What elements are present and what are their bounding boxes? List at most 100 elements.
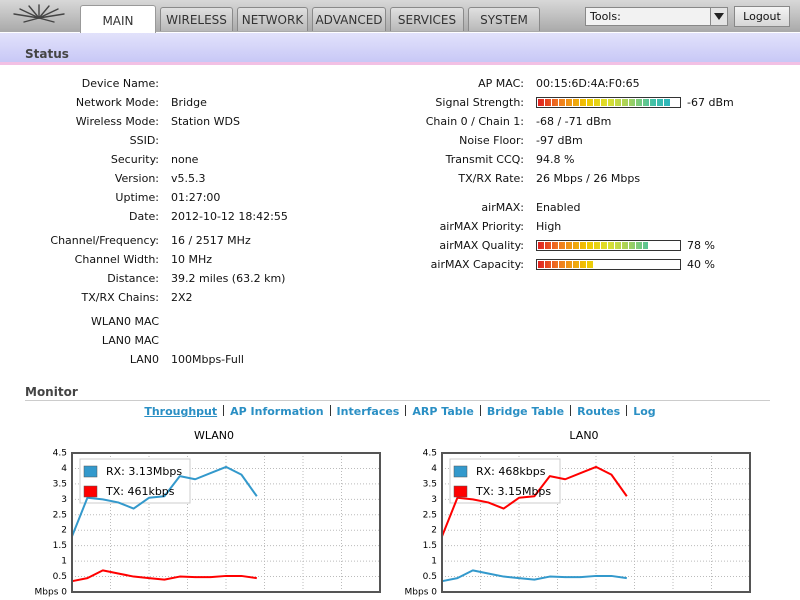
field-label: airMAX Capacity: xyxy=(430,258,524,271)
tools-label: Tools: xyxy=(590,10,621,23)
field-label: Version: xyxy=(114,172,159,185)
field-label: Security: xyxy=(110,153,159,166)
tools-select[interactable]: Tools: xyxy=(585,7,728,26)
y-tick-label: 4 xyxy=(61,464,67,474)
field-label: WLAN0 MAC xyxy=(90,315,159,328)
field-label: LAN0 MAC xyxy=(101,334,159,347)
status-header xyxy=(0,33,800,65)
legend-swatch xyxy=(83,485,98,498)
legend-label: RX: 468kbps xyxy=(476,465,546,478)
field-label: Network Mode: xyxy=(75,96,159,109)
legend-swatch xyxy=(83,465,98,478)
separator xyxy=(329,405,331,416)
field-value: -68 / -71 dBm xyxy=(536,115,612,128)
plot-area xyxy=(72,453,380,592)
y-tick-label: 1.5 xyxy=(423,541,437,551)
field-value: v5.5.3 xyxy=(171,172,206,185)
separator xyxy=(223,405,225,416)
field-label: Transmit CCQ: xyxy=(445,153,524,166)
field-value: Station WDS xyxy=(171,115,240,128)
meter-label: -67 dBm xyxy=(687,96,734,109)
separator xyxy=(479,405,481,416)
y-tick-label: 0.5 xyxy=(53,572,67,582)
logout-button[interactable]: Logout xyxy=(734,6,790,27)
nav-tab[interactable]: SERVICES xyxy=(390,7,464,31)
y-tick-label: 4.5 xyxy=(53,449,67,459)
separator xyxy=(626,405,628,416)
meter-gradient xyxy=(538,99,671,106)
y-tick-label: 1 xyxy=(431,557,437,567)
separator xyxy=(570,405,572,416)
field-label: Distance: xyxy=(107,272,159,285)
nav-tab[interactable]: WIRELESS xyxy=(160,7,233,31)
field-label: Signal Strength: xyxy=(435,96,524,109)
field-label: TX/RX Rate: xyxy=(458,172,524,185)
nav-tab[interactable]: MAIN xyxy=(80,5,156,33)
monitor-link[interactable]: Interfaces xyxy=(336,405,400,418)
nav-tab[interactable]: NETWORK xyxy=(237,7,308,31)
field-label: Uptime: xyxy=(115,191,159,204)
y-tick-label: 3.5 xyxy=(423,479,437,489)
field-value: High xyxy=(536,220,562,233)
field-label: airMAX: xyxy=(481,201,524,214)
field-value: 16 / 2517 MHz xyxy=(171,234,251,247)
monitor-link[interactable]: Log xyxy=(633,405,656,418)
legend-swatch xyxy=(453,465,468,478)
y-tick-label: 1 xyxy=(61,557,67,567)
y-tick-label: 2 xyxy=(431,526,437,536)
y-tick-label: 3 xyxy=(61,495,67,505)
field-value: Bridge xyxy=(171,96,207,109)
field-label: AP MAC: xyxy=(478,77,524,90)
field-label: airMAX Quality: xyxy=(439,239,524,252)
meter-label: 40 % xyxy=(687,258,715,271)
meter-fill xyxy=(538,242,648,249)
nav-tab[interactable]: SYSTEM xyxy=(468,7,540,31)
legend-label: TX: 3.15Mbps xyxy=(475,485,551,498)
series-line xyxy=(71,569,257,583)
meter xyxy=(536,240,681,251)
monitor-link[interactable]: AP Information xyxy=(230,405,324,418)
field-value: none xyxy=(171,153,199,166)
legend-box xyxy=(79,458,191,504)
legend-label: TX: 461kbps xyxy=(105,485,175,498)
nav-tab[interactable]: ADVANCED xyxy=(312,7,386,31)
monitor-link[interactable]: Routes xyxy=(577,405,621,418)
status-title: Status xyxy=(25,47,69,61)
meter xyxy=(536,259,681,270)
y-tick-label: 4 xyxy=(431,464,437,474)
y-tick-label: Mbps 0 xyxy=(405,588,438,598)
monitor-rule xyxy=(25,400,770,401)
field-label: Date: xyxy=(129,210,159,223)
legend-swatch xyxy=(453,485,468,498)
monitor-link[interactable]: ARP Table xyxy=(412,405,474,418)
field-label: SSID: xyxy=(129,134,159,147)
meter-fill xyxy=(538,99,671,106)
series-line xyxy=(441,465,628,537)
logo xyxy=(13,4,65,23)
field-value: 26 Mbps / 26 Mbps xyxy=(536,172,641,185)
monitor-link[interactable]: Throughput xyxy=(144,405,218,418)
chart-title: WLAN0 xyxy=(194,429,234,442)
field-value: 39.2 miles (63.2 km) xyxy=(171,272,286,285)
y-tick-label: 1.5 xyxy=(53,541,67,551)
legend-box xyxy=(449,458,561,504)
field-value: 2012-10-12 18:42:55 xyxy=(171,210,288,223)
series-line xyxy=(441,569,627,583)
meter-gradient xyxy=(538,242,648,249)
plot-border xyxy=(71,452,381,593)
meter-label: 78 % xyxy=(687,239,715,252)
field-value: 2X2 xyxy=(171,291,193,304)
series-line xyxy=(71,465,258,537)
legend-label: RX: 3.13Mbps xyxy=(106,465,182,478)
y-tick-label: 4.5 xyxy=(423,449,437,459)
meter-gradient xyxy=(538,261,595,268)
field-value: Enabled xyxy=(536,201,581,214)
monitor-link[interactable]: Bridge Table xyxy=(486,405,565,418)
field-label: TX/RX Chains: xyxy=(81,291,160,304)
field-label: Device Name: xyxy=(81,77,159,90)
separator xyxy=(405,405,407,416)
meter-fill xyxy=(538,261,595,268)
field-value: -97 dBm xyxy=(536,134,583,147)
monitor-links: Throughput AP Information Interfaces ARP Ta… xyxy=(0,405,800,418)
